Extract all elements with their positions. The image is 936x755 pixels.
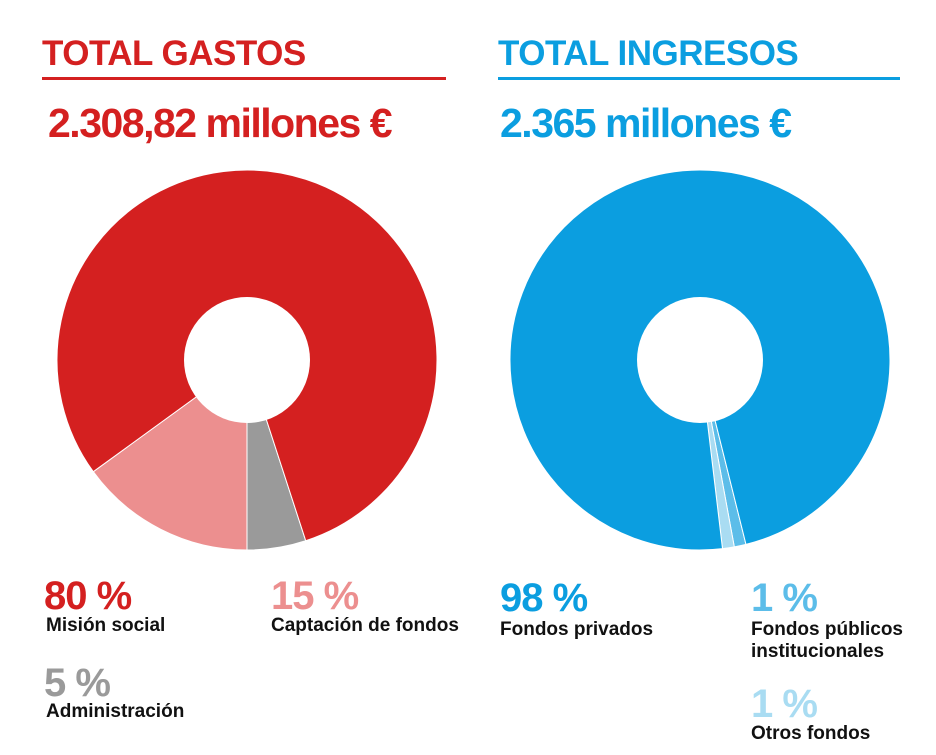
ingresos-label-fondos-privados: Fondos privados bbox=[500, 619, 654, 640]
gastos-total: 2.308,82 millones € bbox=[48, 100, 393, 146]
ingresos-label-fondos-publicos: Fondos públicos institucionales bbox=[751, 619, 903, 662]
ingresos-title-rule bbox=[498, 77, 900, 80]
gastos-label-administracion: Administración bbox=[46, 701, 185, 722]
gastos-donut-hole bbox=[184, 297, 310, 423]
gastos-label-mision-social: Misión social bbox=[46, 615, 166, 636]
gastos-pct-mision-social: 80 % bbox=[44, 574, 132, 618]
gastos-label-captacion: Captación de fondos bbox=[271, 615, 459, 636]
ingresos-title: TOTAL INGRESOS bbox=[498, 34, 799, 73]
ingresos-pct-fondos-publicos: 1 % bbox=[751, 576, 818, 620]
ingresos-pct-fondos-privados: 98 % bbox=[500, 576, 588, 620]
ingresos-donut-hole bbox=[637, 297, 763, 423]
ingresos-label-otros-fondos: Otros fondos bbox=[751, 723, 871, 744]
gastos-title-rule bbox=[42, 77, 446, 80]
ingresos-total: 2.365 millones € bbox=[500, 100, 792, 146]
gastos-pct-administracion: 5 % bbox=[44, 661, 111, 705]
gastos-pct-captacion: 15 % bbox=[271, 574, 359, 618]
ingresos-pct-otros-fondos: 1 % bbox=[751, 682, 818, 726]
gastos-title: TOTAL GASTOS bbox=[42, 34, 306, 73]
